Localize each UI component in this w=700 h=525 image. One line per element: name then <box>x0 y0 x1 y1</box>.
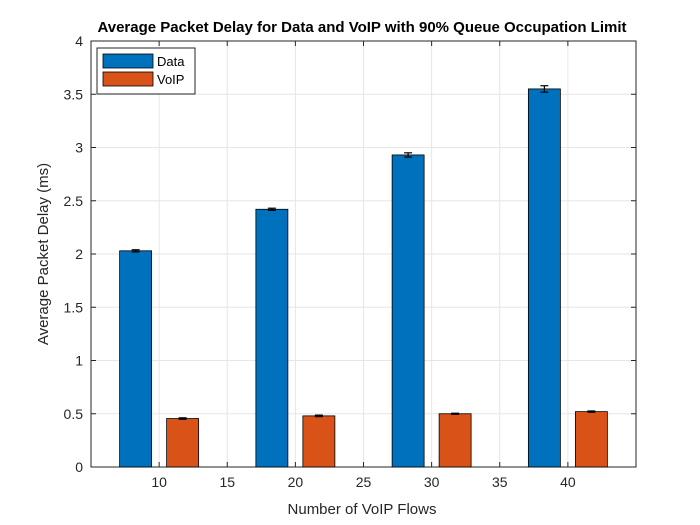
y-tick-label: 2.5 <box>64 193 84 209</box>
y-axis-label: Average Packet Delay (ms) <box>35 163 52 345</box>
legend-swatch <box>102 53 154 69</box>
y-tick-label: 1 <box>75 353 83 369</box>
bars-layer <box>119 85 608 468</box>
y-tick-label: 0.5 <box>64 406 84 422</box>
bar-data <box>527 88 561 468</box>
bar-voip <box>574 411 608 468</box>
chart-title: Average Packet Delay for Data and VoIP w… <box>97 19 626 36</box>
x-tick-label: 15 <box>219 474 235 490</box>
x-tick-label: 30 <box>424 474 440 490</box>
legend-label: Data <box>157 54 185 69</box>
x-tick-label: 25 <box>356 474 372 490</box>
x-tick-label: 40 <box>560 474 576 490</box>
y-tick-label: 0 <box>75 459 83 475</box>
y-tick-label: 4 <box>75 33 83 49</box>
y-tick-label: 1.5 <box>64 299 84 315</box>
bar-voip <box>166 418 200 468</box>
y-tick-label: 3.5 <box>64 86 84 102</box>
legend-swatch <box>102 71 154 87</box>
ticks-layer: 10 15 20 25 30 35 40 0 0.5 1 1.5 2 2.5 3 3.5 4 <box>64 33 636 490</box>
x-tick-label: 10 <box>151 474 167 490</box>
bar-voip <box>438 413 472 468</box>
legend: Data VoIP <box>96 47 196 95</box>
y-tick-label: 3 <box>75 140 83 156</box>
legend-label: VoIP <box>157 72 184 87</box>
bar-data <box>119 250 153 468</box>
bar-data <box>391 154 425 468</box>
y-tick-label: 2 <box>75 246 83 262</box>
x-tick-label: 20 <box>288 474 304 490</box>
x-tick-label: 35 <box>492 474 508 490</box>
bar-voip <box>302 415 336 468</box>
x-axis-label: Number of VoIP Flows <box>288 501 437 518</box>
bar-data <box>255 208 289 468</box>
